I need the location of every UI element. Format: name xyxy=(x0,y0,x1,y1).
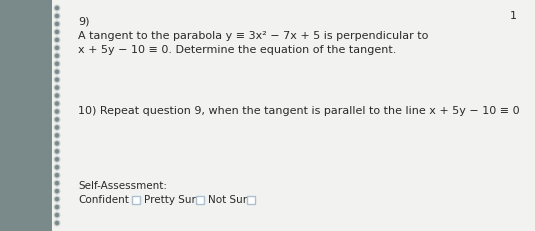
Circle shape xyxy=(54,188,60,194)
Circle shape xyxy=(56,94,58,97)
Circle shape xyxy=(54,21,60,27)
Circle shape xyxy=(56,198,58,201)
Circle shape xyxy=(56,213,58,216)
Circle shape xyxy=(56,46,58,49)
Circle shape xyxy=(56,166,58,169)
Circle shape xyxy=(56,174,58,177)
Circle shape xyxy=(54,180,60,186)
Text: Not Sure: Not Sure xyxy=(208,195,253,205)
Circle shape xyxy=(56,30,58,33)
Circle shape xyxy=(54,220,60,226)
Circle shape xyxy=(54,5,60,11)
Circle shape xyxy=(56,102,58,105)
Circle shape xyxy=(56,150,58,153)
Circle shape xyxy=(54,125,60,130)
Circle shape xyxy=(54,29,60,35)
Bar xyxy=(247,196,255,204)
Circle shape xyxy=(54,149,60,154)
Circle shape xyxy=(54,204,60,210)
Circle shape xyxy=(56,134,58,137)
Circle shape xyxy=(56,142,58,145)
Circle shape xyxy=(54,109,60,114)
Circle shape xyxy=(54,61,60,67)
Circle shape xyxy=(56,222,58,225)
Circle shape xyxy=(54,101,60,106)
Circle shape xyxy=(54,196,60,202)
Circle shape xyxy=(54,156,60,162)
Bar xyxy=(196,196,204,204)
Text: 9): 9) xyxy=(78,16,89,26)
Circle shape xyxy=(54,117,60,122)
Circle shape xyxy=(54,133,60,138)
Circle shape xyxy=(54,141,60,146)
Text: A tangent to the parabola y ≡ 3x² − 7x + 5 is perpendicular to: A tangent to the parabola y ≡ 3x² − 7x +… xyxy=(78,31,429,41)
Circle shape xyxy=(54,85,60,90)
Circle shape xyxy=(54,77,60,82)
Circle shape xyxy=(56,38,58,41)
Circle shape xyxy=(56,22,58,25)
Circle shape xyxy=(56,182,58,185)
Circle shape xyxy=(56,86,58,89)
Bar xyxy=(132,196,140,204)
Circle shape xyxy=(56,78,58,81)
Circle shape xyxy=(56,15,58,18)
Text: x + 5y − 10 ≡ 0. Determine the equation of the tangent.: x + 5y − 10 ≡ 0. Determine the equation … xyxy=(78,45,396,55)
Text: 10) Repeat question 9, when the tangent is parallel to the line x + 5y − 10 ≡ 0: 10) Repeat question 9, when the tangent … xyxy=(78,106,519,116)
Circle shape xyxy=(56,126,58,129)
Text: 1: 1 xyxy=(510,11,517,21)
Circle shape xyxy=(54,93,60,98)
Circle shape xyxy=(54,172,60,178)
Circle shape xyxy=(54,69,60,75)
Circle shape xyxy=(56,62,58,65)
Bar xyxy=(0,0,60,231)
Circle shape xyxy=(54,212,60,218)
Circle shape xyxy=(56,110,58,113)
Circle shape xyxy=(54,37,60,43)
Circle shape xyxy=(54,45,60,51)
Circle shape xyxy=(56,118,58,121)
Circle shape xyxy=(56,190,58,193)
Circle shape xyxy=(54,53,60,59)
Text: Self-Assessment:: Self-Assessment: xyxy=(78,181,167,191)
Circle shape xyxy=(56,54,58,57)
Circle shape xyxy=(56,6,58,9)
Circle shape xyxy=(54,164,60,170)
Circle shape xyxy=(54,13,60,19)
Text: Pretty Sure: Pretty Sure xyxy=(144,195,202,205)
Text: Confident: Confident xyxy=(78,195,129,205)
Circle shape xyxy=(56,70,58,73)
Circle shape xyxy=(56,158,58,161)
Circle shape xyxy=(56,206,58,209)
